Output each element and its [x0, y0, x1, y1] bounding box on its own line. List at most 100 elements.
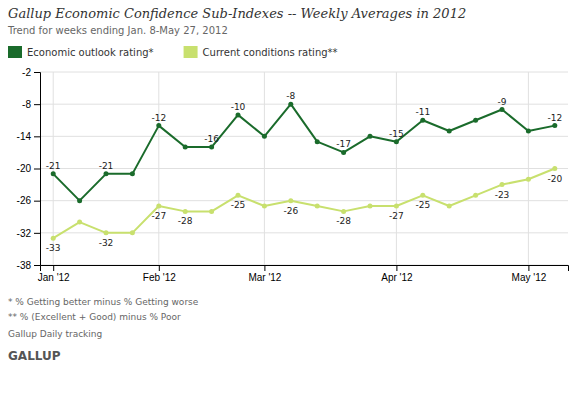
point — [262, 134, 267, 139]
x-tick-label: Feb '12 — [143, 272, 176, 283]
point — [183, 209, 188, 214]
point — [130, 230, 135, 235]
data-label: -9 — [498, 97, 507, 107]
data-label: -25 — [415, 200, 430, 210]
legend: Economic outlook rating* Current conditio… — [8, 46, 338, 58]
point — [447, 128, 452, 133]
footnote: * % Getting better minus % Getting worse — [8, 297, 199, 307]
point — [156, 123, 161, 128]
series-line — [53, 169, 555, 239]
point — [209, 145, 214, 150]
x-tick-mark — [528, 265, 529, 271]
x-tick-label: Mar '12 — [248, 272, 281, 283]
point — [262, 204, 267, 209]
grid-line-y — [40, 104, 568, 105]
grid — [40, 72, 568, 265]
data-label: -12 — [547, 113, 562, 123]
grid-line-x — [158, 72, 159, 265]
point — [315, 204, 320, 209]
y-tick: -2 — [22, 67, 40, 78]
point — [420, 193, 425, 198]
data-label: -16 — [204, 134, 219, 144]
data-label: -32 — [99, 238, 114, 248]
data-label: -10 — [231, 102, 246, 112]
legend-label: Economic outlook rating* — [27, 47, 154, 58]
data-label: -21 — [46, 161, 61, 171]
y-tick: -8 — [22, 99, 40, 110]
data-label: -20 — [547, 174, 562, 184]
plot: -38 -32 -26 -20 -14 -8 -2 Jan '12 Feb '12 Mar '12… — [17, 67, 569, 283]
point — [526, 177, 531, 182]
point — [236, 112, 241, 117]
y-tick-mark — [34, 265, 40, 266]
data-label: -17 — [336, 139, 351, 149]
point — [104, 171, 109, 176]
x-tick: Jan '12 — [38, 265, 70, 283]
legend-swatch — [8, 46, 22, 58]
y-tick-label: -38 — [17, 260, 32, 271]
point — [341, 209, 346, 214]
grid-line-y — [40, 72, 568, 73]
point — [288, 198, 293, 203]
data-label: -8 — [286, 91, 295, 101]
x-tick-mark — [53, 265, 54, 271]
x-tick-label: Jan '12 — [38, 272, 70, 283]
data-label: -12 — [151, 113, 166, 123]
y-tick-label: -32 — [17, 228, 32, 239]
x-tick: May '12 — [512, 265, 547, 283]
x-tick: Feb '12 — [143, 265, 176, 283]
grid-line-x — [528, 72, 529, 265]
data-label: -27 — [151, 211, 166, 221]
y-tick-label: -26 — [17, 195, 32, 206]
point — [552, 166, 557, 171]
y-tick-mark — [34, 169, 40, 170]
legend-swatch — [184, 46, 198, 58]
point — [236, 193, 241, 198]
point — [104, 230, 109, 235]
legend-item: Current conditions rating** — [184, 46, 338, 58]
grid-line-y — [40, 136, 568, 137]
point — [341, 150, 346, 155]
y-tick: -14 — [17, 131, 40, 142]
series-line — [53, 104, 555, 201]
x-tick-mark — [264, 265, 265, 271]
point — [368, 134, 373, 139]
y-tick-label: -2 — [22, 67, 31, 78]
data-label: -25 — [231, 200, 246, 210]
legend-label: Current conditions rating** — [203, 47, 338, 58]
x-tick: Mar '12 — [248, 265, 281, 283]
y-tick-mark — [34, 72, 40, 73]
x-tick-label: Apr '12 — [381, 272, 413, 283]
point — [51, 171, 56, 176]
data-label: -33 — [46, 243, 61, 253]
chart: Gallup Economic Confidence Sub-Indexes -… — [0, 0, 584, 405]
x-axis-line — [41, 266, 569, 272]
x-tick-mark — [159, 265, 160, 271]
grid-line-y — [40, 200, 568, 201]
point — [473, 118, 478, 123]
data-label: -28 — [336, 216, 351, 226]
data-label: -23 — [495, 190, 510, 200]
point — [156, 204, 161, 209]
point — [500, 182, 505, 187]
point — [526, 128, 531, 133]
y-tick-mark — [34, 201, 40, 202]
x-tick-label: May '12 — [512, 272, 547, 283]
y-axis-line — [34, 73, 41, 266]
title: Gallup Economic Confidence Sub-Indexes -… — [8, 6, 466, 21]
subtitle: Trend for weeks ending Jan. 8-May 27, 20… — [7, 25, 228, 36]
x-tick: Apr '12 — [381, 265, 413, 283]
y-tick-label: -14 — [17, 131, 32, 142]
point — [368, 204, 373, 209]
data-label: -27 — [389, 211, 404, 221]
point — [473, 193, 478, 198]
footnote: GALLUP — [8, 349, 61, 363]
y-tick-label: -8 — [22, 99, 31, 110]
data-labels: -21-21-12-16-10-8-17-15-11-9-12-33-32-27… — [46, 91, 563, 253]
data-label: -21 — [99, 161, 114, 171]
legend-item: Economic outlook rating* — [8, 46, 154, 58]
grid-line-y — [40, 168, 568, 169]
y-tick-label: -20 — [17, 163, 32, 174]
point — [51, 236, 56, 241]
y-tick-mark — [34, 136, 40, 137]
